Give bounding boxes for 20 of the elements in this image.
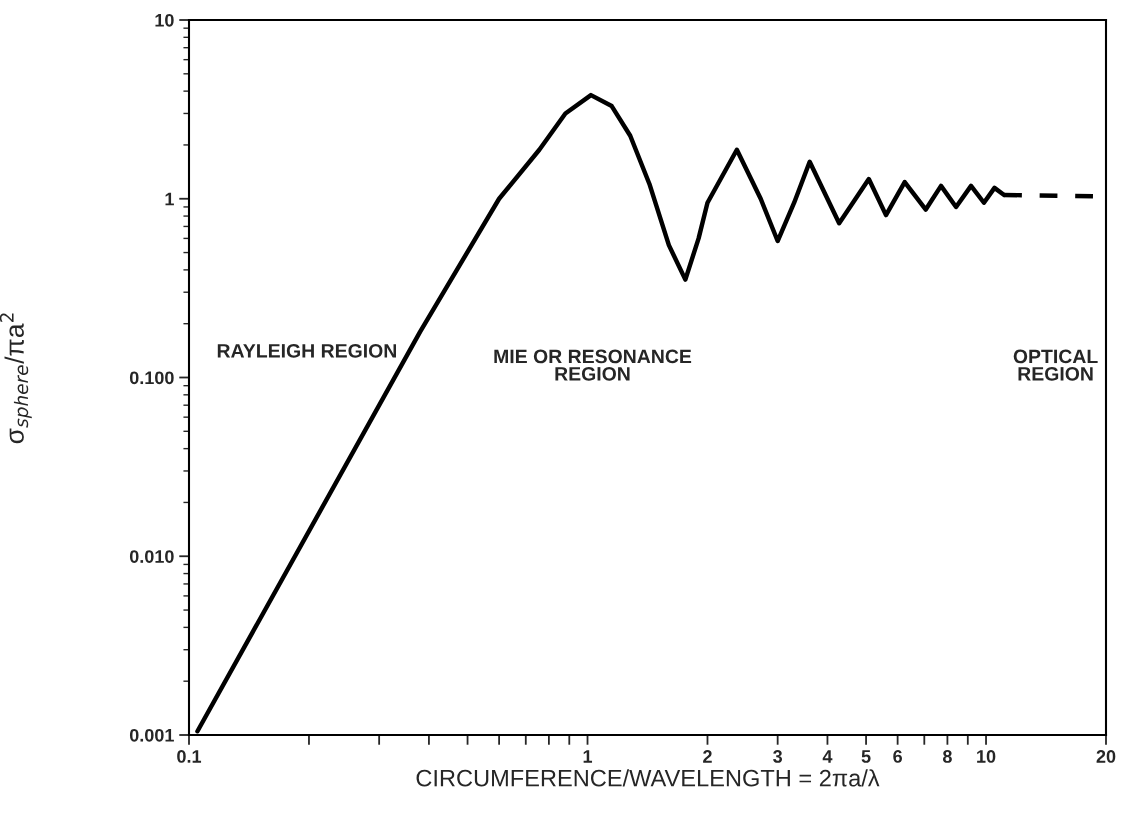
x-tick-label: 0.1 [177, 750, 202, 763]
x-tick-label: 6 [893, 750, 902, 763]
y-axis-title: σ$_{sphere}$/πa$^{2}$ [0, 313, 32, 444]
y-tick-label: 0.001 [129, 728, 174, 742]
annotation: OPTICAL REGION [1013, 349, 1098, 381]
x-tick-label: 5 [861, 750, 871, 763]
x-axis-title: CIRCUMFERENCE/WAVELENGTH = 2πa/λ [416, 769, 880, 787]
x-tick-label: 1 [583, 750, 593, 763]
y-tick-label: 1 [165, 192, 174, 206]
annotation: RAYLEIGH REGION [217, 343, 396, 358]
x-tick-label: 8 [942, 750, 952, 763]
x-tick-label: 20 [1096, 750, 1116, 763]
x-tick-label: 3 [773, 750, 783, 763]
x-tick-label: 4 [822, 750, 833, 763]
x-tick-label: 2 [703, 750, 712, 763]
annotation: MIE OR RESONANCE REGION [494, 349, 692, 381]
y-tick-label: 0.010 [129, 550, 174, 563]
x-tick-label: 10 [977, 750, 996, 763]
y-tick-label: 0.100 [129, 371, 174, 385]
y-tick-label: 10 [155, 13, 174, 27]
